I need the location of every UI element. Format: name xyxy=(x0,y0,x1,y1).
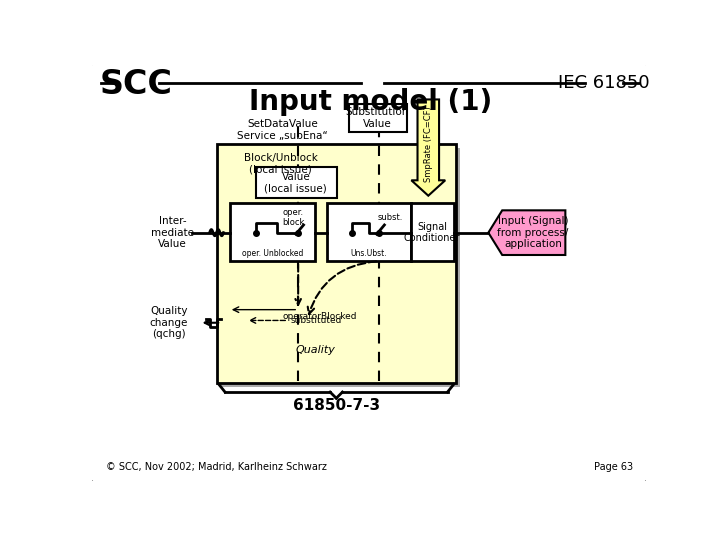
Text: 61850-7-3: 61850-7-3 xyxy=(293,397,380,413)
Text: oper. Unblocked: oper. Unblocked xyxy=(242,249,303,258)
Text: substituted: substituted xyxy=(290,316,342,325)
Text: Page 63: Page 63 xyxy=(594,462,633,472)
Bar xyxy=(217,144,456,383)
Text: SmpRate (FC=CF): SmpRate (FC=CF) xyxy=(424,106,433,182)
Text: Quality
change
(qchg): Quality change (qchg) xyxy=(150,306,188,339)
Text: Input (Signal)
from process/
application: Input (Signal) from process/ application xyxy=(498,216,569,249)
Polygon shape xyxy=(488,211,565,255)
Text: SCC: SCC xyxy=(99,68,172,100)
Text: Inter-
mediate
Value: Inter- mediate Value xyxy=(151,216,194,249)
Bar xyxy=(256,167,337,198)
Bar xyxy=(230,204,315,261)
Text: SetDataValue
Service „subEna“: SetDataValue Service „subEna“ xyxy=(238,119,328,141)
FancyArrowPatch shape xyxy=(307,261,377,314)
Text: oper.
block: oper. block xyxy=(282,207,305,227)
Polygon shape xyxy=(411,99,445,195)
Text: © SCC, Nov 2002; Madrid, Karlheinz Schwarz: © SCC, Nov 2002; Madrid, Karlheinz Schwa… xyxy=(106,462,327,472)
Text: Quality: Quality xyxy=(295,345,335,355)
Text: operatorBlocked: operatorBlocked xyxy=(283,312,357,321)
Text: Signal
Conditioner: Signal Conditioner xyxy=(404,222,460,244)
Bar xyxy=(349,104,407,132)
Bar xyxy=(411,204,454,261)
Text: subst.: subst. xyxy=(377,213,402,222)
Text: Input model (1): Input model (1) xyxy=(249,88,492,116)
FancyBboxPatch shape xyxy=(89,63,649,483)
Text: Uns.Ubst.: Uns.Ubst. xyxy=(351,249,387,258)
Text: IEC 61850: IEC 61850 xyxy=(558,73,649,91)
Text: Block/Unblock
(local issue): Block/Unblock (local issue) xyxy=(243,153,318,174)
Text: Value
(local issue): Value (local issue) xyxy=(264,172,327,193)
Bar xyxy=(327,204,411,261)
Bar xyxy=(221,148,460,387)
Text: Substitution
Value: Substitution Value xyxy=(346,107,409,129)
